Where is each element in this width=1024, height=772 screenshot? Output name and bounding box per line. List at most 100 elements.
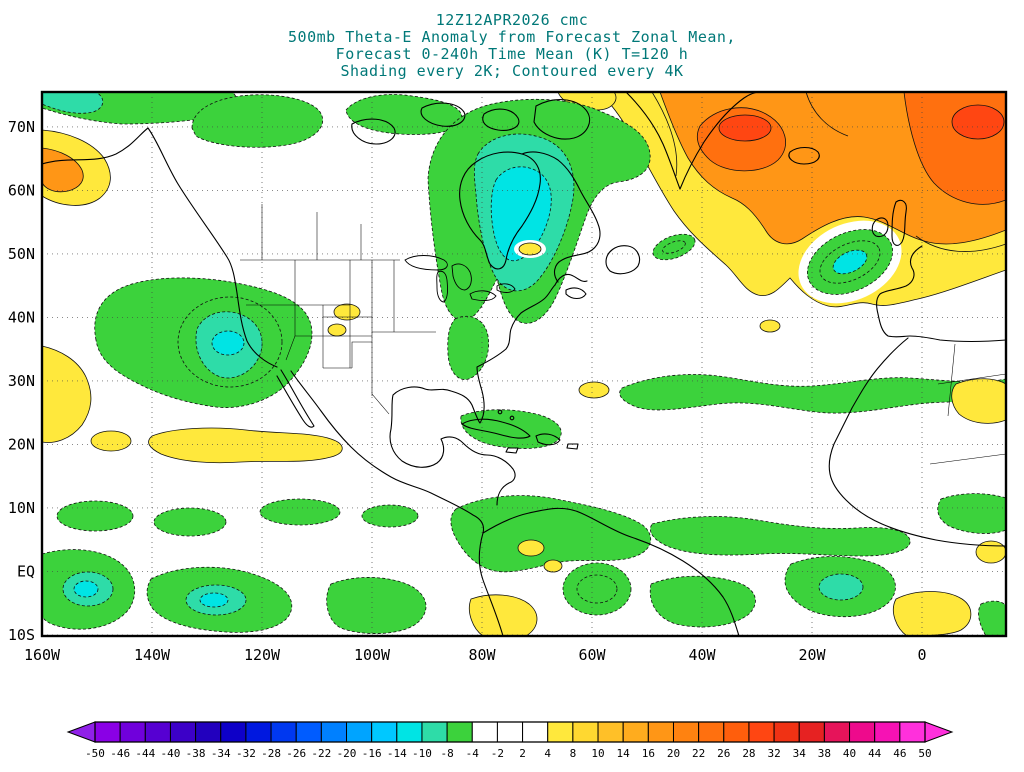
colorbar-outline	[94, 721, 926, 743]
colorbar-tick-label: -44	[135, 747, 155, 760]
colorbar-tick-label: 2	[519, 747, 526, 760]
colorbar-tick-label: -14	[387, 747, 407, 760]
political-borders-layer	[240, 204, 1006, 465]
colorbar-tick-label: -20	[337, 747, 357, 760]
colorbar-segment	[94, 721, 121, 743]
lon-label: 120W	[244, 646, 281, 664]
colorbar-segment	[144, 721, 171, 743]
colorbar-tick-label: -38	[186, 747, 206, 760]
colorbar-segment	[572, 721, 599, 743]
longitude-labels: 160W 140W 120W 100W 80W 60W 40W 20W 0	[24, 646, 927, 664]
colorbar-segment	[622, 721, 649, 743]
colorbar-tick-label: 44	[868, 747, 882, 760]
lon-label: 60W	[578, 646, 606, 664]
lon-label: 100W	[354, 646, 391, 664]
colorbar-tick-label: 22	[692, 747, 705, 760]
colorbar-tick-label: -34	[211, 747, 231, 760]
colorbar-segment	[220, 721, 247, 743]
lon-label: 160W	[24, 646, 61, 664]
lon-label: 0	[917, 646, 926, 664]
lat-label: 30N	[8, 372, 35, 390]
colorbar-segment	[195, 721, 222, 743]
colorbar-segment	[169, 721, 197, 743]
colorbar-segment	[295, 721, 322, 743]
colorbar-segment	[471, 721, 498, 743]
lon-label: 40W	[688, 646, 716, 664]
colorbar-tick-label: 14	[617, 747, 631, 760]
colorbar-segment	[421, 721, 448, 743]
colorbar-tick-label: -16	[362, 747, 382, 760]
colorbar-left-arrow	[66, 721, 96, 743]
colorbar-tick-label: 20	[667, 747, 680, 760]
colorbar-tick-label: 38	[818, 747, 831, 760]
colorbar-tick-label: -32	[236, 747, 256, 760]
colorbar-tick-label: 16	[642, 747, 655, 760]
grid-layer	[42, 92, 1006, 636]
colorbar-right-arrow	[924, 721, 954, 743]
colorbar-tick-label: -2	[491, 747, 504, 760]
colorbar-tick-label: -26	[286, 747, 306, 760]
colorbar-tick-label: 32	[767, 747, 780, 760]
colorbar-tick-label: -10	[412, 747, 432, 760]
colorbar-segment	[647, 721, 674, 743]
lat-label: 20N	[8, 435, 35, 453]
colorbar-tick-label: -8	[440, 747, 453, 760]
chart-title-block: 12Z12APR2026 cmc 500mb Theta-E Anomaly f…	[0, 0, 1024, 80]
colorbar-tick-label: 4	[544, 747, 551, 760]
colorbar: -50 -46 -44 -40 -38 -34 -32 -28 -26 -22 -20 -16 -14-…	[66, 721, 954, 760]
coastline-layer	[42, 92, 1006, 636]
colorbar-segment	[597, 721, 624, 743]
lon-label: 20W	[798, 646, 826, 664]
colorbar-segment	[119, 721, 146, 743]
lat-label: 50N	[8, 245, 35, 263]
chart-run-line: 12Z12APR2026 cmc	[435, 11, 589, 29]
colorbar-tick-label: -40	[161, 747, 181, 760]
chart-variable-line: 500mb Theta-E Anomaly from Forecast Zona…	[288, 28, 736, 46]
colorbar-segment	[899, 721, 926, 743]
chart-shading-line: Shading every 2K; Contoured every 4K	[340, 62, 684, 80]
colorbar-tick-label: -22	[311, 747, 331, 760]
lat-label: 40N	[8, 308, 35, 326]
lakes-layer	[404, 255, 516, 303]
colorbar-tick-label: 26	[717, 747, 730, 760]
colorbar-tick-label: 46	[893, 747, 906, 760]
colorbar-tick-label: -46	[110, 747, 130, 760]
lon-label: 80W	[468, 646, 496, 664]
colorbar-tick-label: 34	[793, 747, 807, 760]
colorbar-segment	[522, 721, 549, 743]
lat-label: EQ	[17, 562, 35, 580]
lon-label: 140W	[134, 646, 171, 664]
colorbar-segment	[748, 721, 775, 743]
latitude-labels: 70N 60N 50N 40N 30N 20N 10N EQ 10S	[8, 118, 35, 644]
colorbar-segment	[320, 721, 348, 743]
colorbar-segment	[446, 721, 473, 743]
colorbar-segment	[270, 721, 297, 743]
lat-label: 10N	[8, 499, 35, 517]
colorbar-segment	[547, 721, 574, 743]
colorbar-segment	[874, 721, 901, 743]
colorbar-segment	[346, 721, 373, 743]
colorbar-tick-label: -28	[261, 747, 281, 760]
colorbar-segment	[371, 721, 398, 743]
colorbar-segment	[823, 721, 851, 743]
colorbar-tick-label: 40	[843, 747, 856, 760]
colorbar-segment	[698, 721, 725, 743]
colorbar-segment	[723, 721, 750, 743]
lat-label: 10S	[8, 626, 35, 644]
colorbar-segment	[798, 721, 825, 743]
colorbar-tick-label: 10	[591, 747, 604, 760]
lat-label: 60N	[8, 181, 35, 199]
lat-label: 70N	[8, 118, 35, 136]
colorbar-tick-label: -50	[85, 747, 105, 760]
colorbar-segment	[773, 721, 800, 743]
colorbar-segment	[245, 721, 272, 743]
colorbar-tick-label: 50	[918, 747, 931, 760]
colorbar-segment	[396, 721, 423, 743]
colorbar-tick-label: -4	[466, 747, 480, 760]
anomaly-shading-layer	[42, 92, 1006, 636]
colorbar-segment	[849, 721, 876, 743]
colorbar-tick-label: 28	[742, 747, 755, 760]
colorbar-tick-label: 8	[570, 747, 577, 760]
